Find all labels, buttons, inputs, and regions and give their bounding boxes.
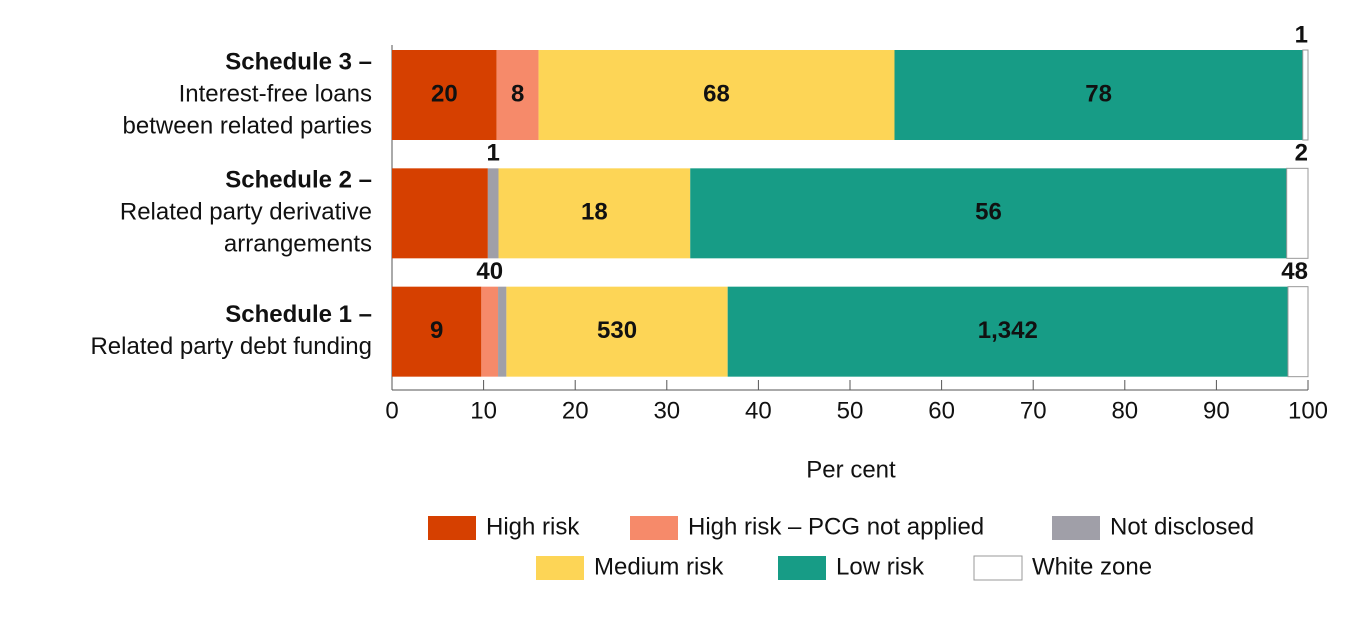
legend-swatch	[630, 516, 678, 540]
x-tick-label: 20	[562, 397, 589, 424]
category-label: Related party debt funding	[90, 333, 372, 360]
value-label: 78	[1085, 80, 1112, 107]
x-axis-label: Per cent	[806, 456, 896, 483]
category-label: between related parties	[123, 112, 373, 139]
bar-segment	[496, 50, 539, 140]
bar-segment	[498, 286, 507, 377]
value-label: 18	[581, 199, 608, 226]
value-label: 20	[431, 80, 458, 107]
bar-segment	[481, 286, 499, 377]
bar-segment	[487, 168, 499, 259]
x-tick-label: 30	[653, 397, 680, 424]
x-tick-label: 80	[1111, 397, 1138, 424]
legend-label: Low risk	[836, 553, 925, 580]
value-label: 1,342	[978, 317, 1038, 344]
value-label: 1	[1295, 21, 1308, 48]
value-label: 68	[703, 80, 730, 107]
bar-segment	[894, 50, 1303, 140]
category-label: Schedule 3 –	[225, 48, 372, 75]
category-label: Related party derivative	[120, 199, 372, 226]
legend-swatch	[536, 556, 584, 580]
x-tick-label: 90	[1203, 397, 1230, 424]
value-label: 2	[1295, 140, 1308, 167]
legend-label: High risk – PCG not applied	[688, 513, 984, 540]
bar-segment	[1287, 286, 1309, 378]
legend-swatch	[973, 555, 1023, 581]
bar-segment	[392, 286, 482, 377]
value-label: 530	[597, 317, 637, 344]
category-label: arrangements	[224, 231, 372, 258]
x-tick-label: 50	[837, 397, 864, 424]
bar-segment	[498, 168, 691, 259]
bar-segment	[1286, 167, 1309, 259]
legend-swatch	[428, 516, 476, 540]
value-label: 48	[1281, 258, 1308, 285]
bar-segment	[392, 168, 488, 259]
legend-swatch	[778, 556, 826, 580]
legend-swatch	[1052, 516, 1100, 540]
x-tick-label: 100	[1288, 397, 1328, 424]
legend-label: High risk	[486, 513, 580, 540]
bar-segment	[392, 50, 497, 140]
value-label: 56	[975, 199, 1002, 226]
bar-segment	[506, 286, 728, 377]
value-label: 8	[511, 80, 524, 107]
value-label: 9	[430, 317, 443, 344]
category-label: Schedule 2 –	[225, 167, 372, 194]
legend-label: White zone	[1032, 553, 1152, 580]
x-tick-label: 40	[745, 397, 772, 424]
legend-label: Medium risk	[594, 553, 724, 580]
category-label: Interest-free loans	[179, 80, 372, 107]
x-tick-label: 10	[470, 397, 497, 424]
value-label: 40	[476, 258, 503, 285]
bar-segment	[727, 286, 1288, 377]
x-tick-label: 0	[385, 397, 398, 424]
bar-segment	[1302, 49, 1309, 141]
x-tick-label: 70	[1020, 397, 1047, 424]
x-tick-label: 60	[928, 397, 955, 424]
category-label: Schedule 1 –	[225, 301, 372, 328]
legend-label: Not disclosed	[1110, 513, 1254, 540]
bar-segment	[538, 50, 895, 140]
bar-segment	[690, 168, 1287, 259]
value-label: 1	[487, 140, 500, 167]
